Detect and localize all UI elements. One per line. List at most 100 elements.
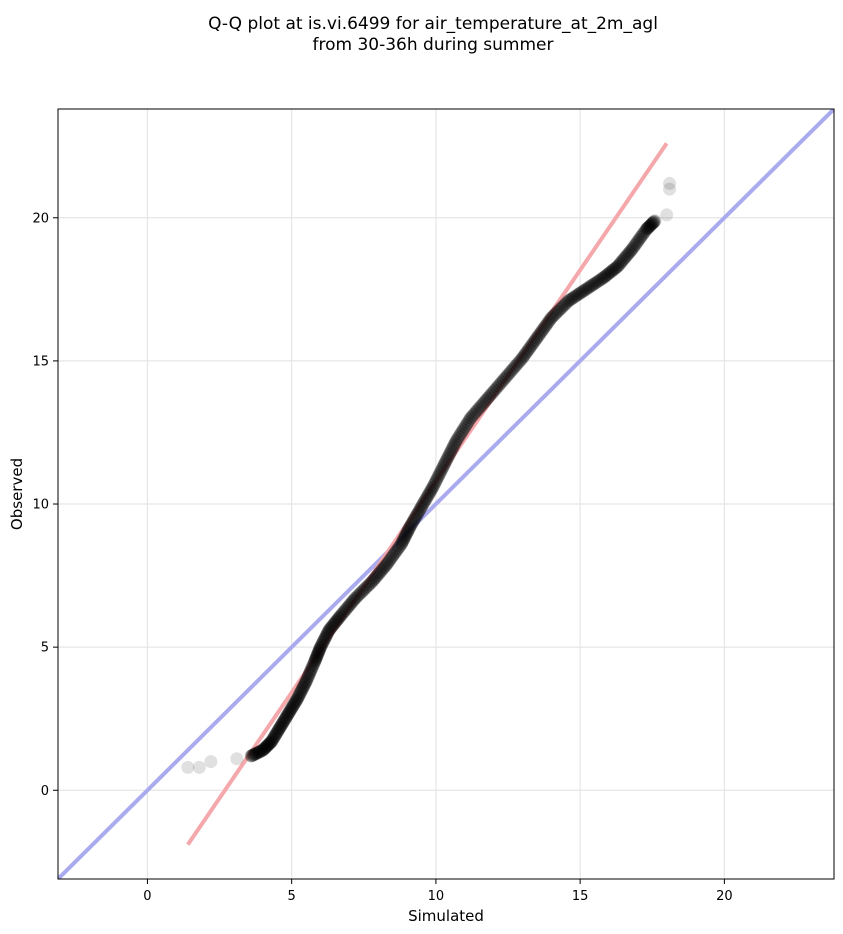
qq-point <box>418 494 432 508</box>
qq-point <box>627 240 641 254</box>
qq-point <box>514 353 528 367</box>
y-tick-label: 5 <box>41 641 49 656</box>
qq-point <box>319 630 333 644</box>
qq-point <box>544 311 558 325</box>
qq-point <box>456 423 470 437</box>
qq-point <box>317 633 331 647</box>
qq-point <box>362 578 376 592</box>
qq-point <box>341 600 355 614</box>
qq-point <box>271 723 285 737</box>
qq-point <box>619 249 633 263</box>
qq-point <box>256 743 270 757</box>
qq-point <box>479 393 493 407</box>
qq-point <box>288 696 302 710</box>
y-tick-label: 15 <box>32 354 49 369</box>
qq-point <box>414 500 428 514</box>
qq-point <box>299 674 313 688</box>
qq-point <box>408 512 422 526</box>
qq-point <box>528 333 542 347</box>
qq-point <box>510 357 524 371</box>
qq-point <box>570 288 584 302</box>
qq-point <box>443 445 457 459</box>
qq-point <box>536 323 550 337</box>
qq-point <box>265 733 279 747</box>
qq-point <box>663 176 677 190</box>
qq-point <box>348 591 362 605</box>
qq-point <box>609 261 623 275</box>
qq-point <box>252 745 266 759</box>
qq-point <box>329 614 343 628</box>
qq-point <box>509 359 523 373</box>
qq-point <box>467 407 481 421</box>
qq-point <box>320 626 334 640</box>
qq-point <box>301 670 315 684</box>
qq-point <box>581 281 595 295</box>
qq-point <box>648 214 662 228</box>
qq-point <box>300 672 314 686</box>
qq-point <box>298 676 312 690</box>
qq-point <box>399 529 413 543</box>
qq-point <box>567 290 581 304</box>
qq-point <box>398 530 412 544</box>
qq-point <box>272 722 286 736</box>
qq-point <box>266 732 280 746</box>
qq-point <box>347 593 361 607</box>
x-tick-label: 10 <box>428 889 445 904</box>
qq-point <box>334 609 348 623</box>
qq-point <box>338 604 352 618</box>
qq-point <box>488 383 502 397</box>
qq-point <box>405 516 419 530</box>
qq-point <box>539 319 553 333</box>
qq-point <box>531 329 545 343</box>
qq-point <box>304 662 318 676</box>
qq-point <box>312 643 326 657</box>
qq-point <box>306 658 320 672</box>
qq-point <box>555 301 569 315</box>
qq-point <box>518 347 532 361</box>
qq-point <box>558 297 572 311</box>
qq-point <box>345 595 359 609</box>
qq-point <box>333 610 347 624</box>
qq-point <box>420 490 434 504</box>
qq-point <box>307 656 321 670</box>
qq-point <box>551 304 565 318</box>
qq-point <box>390 543 404 557</box>
qq-point <box>646 216 660 230</box>
qq-point <box>399 527 413 541</box>
qq-point <box>400 525 414 539</box>
qq-point <box>629 236 643 250</box>
qq-point <box>622 246 636 260</box>
qq-point <box>517 349 531 363</box>
qq-point <box>663 182 677 196</box>
qq-point <box>305 660 319 674</box>
qq-point <box>424 484 438 498</box>
qq-point <box>417 496 431 510</box>
qq-point <box>383 553 397 567</box>
qq-point <box>268 729 282 743</box>
qq-point <box>278 712 292 726</box>
qq-point <box>548 308 562 322</box>
qq-point <box>591 274 605 288</box>
qq-point <box>406 514 420 528</box>
qq-point <box>303 666 317 680</box>
qq-point <box>425 482 439 496</box>
qq-point <box>569 289 583 303</box>
qq-point <box>429 473 443 487</box>
qq-point <box>589 275 603 289</box>
qq-point <box>303 664 317 678</box>
x-tick-label: 0 <box>143 889 151 904</box>
qq-point <box>500 369 514 383</box>
qq-point <box>639 222 653 236</box>
qq-point <box>614 256 628 270</box>
qq-point <box>553 302 567 316</box>
qq-point <box>181 760 195 774</box>
chart-title-line-1: Q-Q plot at is.vi.6499 for air_temperatu… <box>208 14 658 34</box>
qq-point <box>530 331 544 345</box>
qq-point <box>634 230 648 244</box>
qq-point <box>642 220 656 234</box>
qq-point <box>515 351 529 365</box>
qq-point <box>323 622 337 636</box>
qq-point <box>582 280 596 294</box>
qq-point <box>486 385 500 399</box>
qq-point <box>459 418 473 432</box>
